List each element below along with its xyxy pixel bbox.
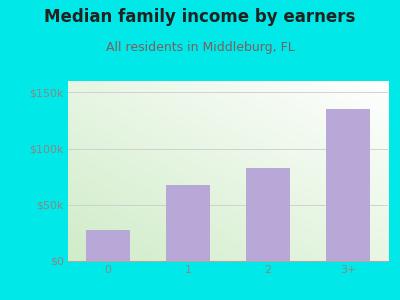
Bar xyxy=(326,109,370,261)
Bar xyxy=(246,168,290,261)
Bar xyxy=(86,230,130,261)
Text: Median family income by earners: Median family income by earners xyxy=(44,8,356,26)
Text: All residents in Middleburg, FL: All residents in Middleburg, FL xyxy=(106,40,294,53)
Bar xyxy=(166,184,210,261)
